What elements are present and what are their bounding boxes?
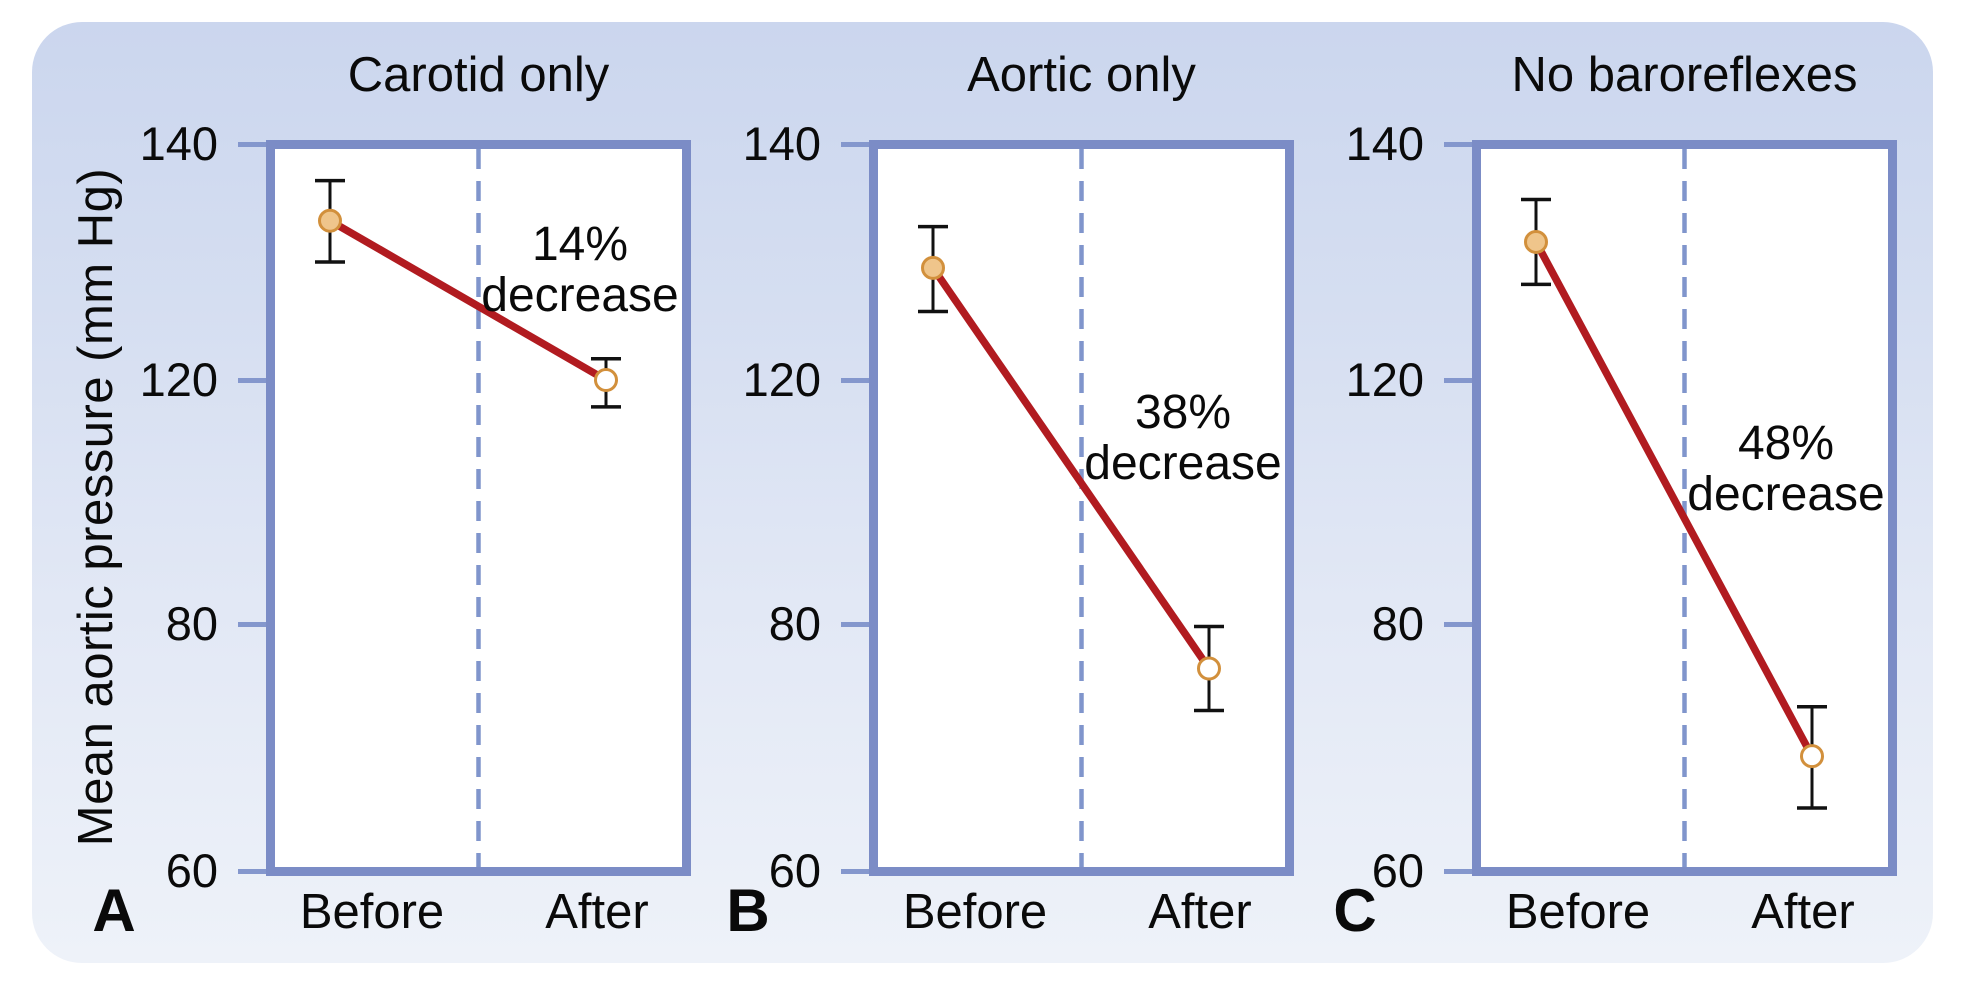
y-tick-mark bbox=[238, 142, 266, 147]
y-tick-label: 80 bbox=[768, 597, 821, 650]
y-tick-mark bbox=[1444, 869, 1472, 874]
plot-svg bbox=[918, 149, 1224, 867]
panel-title: Carotid only bbox=[347, 48, 610, 102]
data-point-after bbox=[1197, 656, 1221, 681]
panel-letter: A bbox=[92, 877, 136, 944]
trend-line bbox=[328, 217, 608, 384]
y-tick-mark bbox=[841, 622, 869, 627]
chart-panel-a: Carotid only 140 120 80 60 Before After … bbox=[32, 22, 1933, 963]
panel-letter: B bbox=[726, 877, 770, 944]
percent-decrease-label: 14% decrease bbox=[430, 219, 730, 321]
data-point-before bbox=[1524, 229, 1548, 254]
y-tick-label: 60 bbox=[1371, 844, 1424, 897]
plot-area bbox=[869, 140, 1294, 876]
y-tick-label: 140 bbox=[1345, 117, 1424, 170]
y-tick-label: 140 bbox=[742, 117, 821, 170]
y-tick-label: 60 bbox=[768, 844, 821, 897]
x-label-before: Before bbox=[299, 885, 445, 939]
y-tick-label: 60 bbox=[165, 844, 218, 897]
data-point-before bbox=[318, 208, 342, 233]
plot-svg bbox=[1521, 149, 1827, 867]
y-tick-mark bbox=[841, 869, 869, 874]
percent-value: 14% bbox=[531, 218, 629, 272]
plot-area bbox=[1472, 140, 1897, 876]
chart-panel-b: Aortic only 140 120 80 60 Before After 3… bbox=[32, 22, 1933, 963]
y-tick-label: 80 bbox=[165, 597, 218, 650]
panel-title: Aortic only bbox=[967, 48, 1196, 102]
panel-title: No baroreflexes bbox=[1511, 48, 1858, 102]
percent-word: decrease bbox=[1084, 437, 1282, 491]
data-point-after bbox=[594, 368, 618, 392]
plot-svg bbox=[315, 149, 621, 867]
x-label-before: Before bbox=[1505, 885, 1651, 939]
y-tick-label: 140 bbox=[139, 117, 218, 170]
y-tick-label: 120 bbox=[139, 353, 218, 406]
x-label-after: After bbox=[545, 885, 649, 939]
trend-line bbox=[929, 265, 1213, 671]
y-tick-label: 120 bbox=[742, 353, 821, 406]
y-tick-mark bbox=[238, 622, 266, 627]
panel-letter: C bbox=[1333, 877, 1377, 944]
y-tick-mark bbox=[1444, 622, 1472, 627]
chart-panel-c: No baroreflexes 140 120 80 60 Before Aft… bbox=[32, 22, 1933, 963]
percent-value: 38% bbox=[1134, 386, 1232, 440]
figure-background: Mean aortic pressure (mm Hg) Carotid onl… bbox=[32, 22, 1933, 963]
y-tick-mark bbox=[238, 869, 266, 874]
percent-word: decrease bbox=[481, 269, 679, 323]
y-tick-label: 120 bbox=[1345, 353, 1424, 406]
plot-area bbox=[266, 140, 691, 876]
x-label-after: After bbox=[1751, 885, 1855, 939]
x-label-after: After bbox=[1148, 885, 1252, 939]
y-tick-mark bbox=[841, 378, 869, 383]
data-point-after bbox=[1800, 744, 1824, 769]
y-tick-label: 80 bbox=[1371, 597, 1424, 650]
x-label-before: Before bbox=[902, 885, 1048, 939]
y-tick-mark bbox=[841, 142, 869, 147]
percent-word: decrease bbox=[1687, 468, 1885, 522]
percent-decrease-label: 48% decrease bbox=[1636, 418, 1936, 520]
trend-line bbox=[1532, 240, 1816, 758]
percent-value: 48% bbox=[1737, 417, 1835, 471]
y-tick-mark bbox=[1444, 142, 1472, 147]
data-point-before bbox=[921, 255, 945, 280]
y-tick-mark bbox=[1444, 378, 1472, 383]
percent-decrease-label: 38% decrease bbox=[1033, 387, 1333, 489]
y-tick-mark bbox=[238, 378, 266, 383]
